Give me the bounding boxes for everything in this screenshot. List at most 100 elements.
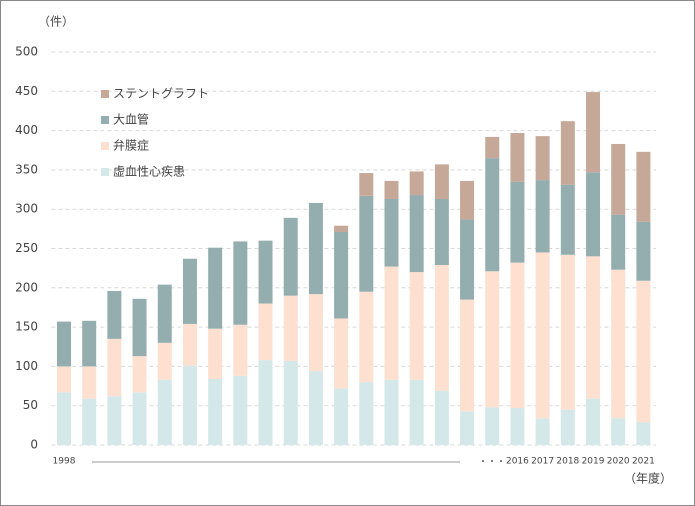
x-unit-label: （年度） (624, 471, 672, 486)
bar-segment (586, 172, 601, 257)
y-tick-label: 100 (15, 359, 38, 373)
bar-segment (56, 392, 71, 445)
bar-segment (560, 184, 575, 255)
bar-segment (510, 408, 525, 445)
bar-segment (535, 180, 550, 253)
bar-segment (611, 418, 626, 445)
y-tick-label: 200 (15, 280, 38, 294)
bar-segment (586, 256, 601, 399)
y-unit-label: （件） (38, 15, 74, 29)
bar-segment (82, 398, 97, 445)
bar-segment (56, 321, 71, 367)
bar-segment (560, 121, 575, 185)
y-tick-label: 150 (15, 320, 38, 334)
bar-segment (535, 136, 550, 181)
y-tick-label: 250 (15, 241, 38, 255)
bar-segment (359, 291, 374, 383)
bar-segment (460, 219, 475, 300)
y-tick-label: 400 (15, 123, 38, 137)
y-tick-label: 300 (15, 202, 38, 216)
bar-segment (334, 318, 349, 389)
bar-segment (359, 382, 374, 445)
bar-segment (107, 290, 122, 339)
y-tick-label: 450 (15, 84, 38, 98)
bar-segment (586, 92, 601, 173)
bar-segment (308, 202, 323, 295)
bar-segment (258, 360, 273, 445)
x-tick-label: 2016 (506, 457, 529, 467)
bar-segment (107, 396, 122, 445)
bar-segment (636, 151, 651, 222)
x-tick-label: 2020 (607, 457, 630, 467)
bar-segment (409, 171, 424, 196)
x-tick-label: 2018 (556, 457, 579, 467)
bar-segment (233, 241, 248, 325)
bar-segment (434, 164, 449, 199)
legend-swatch (101, 116, 109, 124)
x-tick-label: 2019 (582, 457, 605, 467)
legend-swatch (101, 142, 109, 150)
legend-label: 大血管 (113, 112, 149, 127)
y-tick-label: 500 (15, 45, 38, 59)
bar-segment (208, 378, 223, 445)
bar-segment (157, 342, 172, 380)
legend-label: ステントグラフト (113, 87, 209, 101)
bar-segment (485, 407, 500, 445)
bar-segment (233, 324, 248, 376)
bar-segment (308, 294, 323, 372)
bar-segment (132, 298, 147, 357)
bar-segment (334, 388, 349, 445)
bar-segment (485, 136, 500, 159)
bar-segment (611, 214, 626, 270)
bar-segment (132, 392, 147, 445)
bar-segment (384, 180, 399, 199)
bar-segment (233, 375, 248, 445)
bar-segment (384, 266, 399, 380)
bar-segment (384, 379, 399, 445)
bar-segment (636, 221, 651, 281)
bar-segment (283, 217, 298, 296)
bar-segment (258, 240, 273, 304)
bar-segment (586, 398, 601, 445)
bar-segment (334, 225, 349, 232)
bar-segment (510, 132, 525, 182)
legend-swatch (101, 168, 109, 176)
bar-segment (535, 418, 550, 445)
bar-segment (460, 411, 475, 445)
bar-segment (208, 247, 223, 329)
bar-segment (409, 195, 424, 273)
bar-segment (434, 390, 449, 445)
bar-segment (560, 254, 575, 410)
bar-segment (560, 409, 575, 445)
bar-segment (283, 295, 298, 361)
bar-segment (485, 271, 500, 408)
bar-segment (283, 360, 298, 445)
bar-segment (636, 422, 651, 445)
bar-segment (384, 198, 399, 267)
bar-segment (485, 158, 500, 272)
legend-label: 弁膜症 (113, 138, 149, 153)
bar-segment (132, 356, 147, 393)
bar-segment (460, 180, 475, 220)
bar-segment (82, 366, 97, 399)
x-tick-label: 1998 (53, 457, 76, 467)
bar-segment (409, 379, 424, 445)
bar-segment (82, 320, 97, 367)
y-tick-label: 50 (23, 398, 38, 412)
bar-segment (258, 303, 273, 361)
x-tick-label: 2021 (632, 457, 655, 467)
bar-segment (107, 338, 122, 397)
bar-segment (460, 299, 475, 412)
x-tick-label: 2017 (531, 457, 554, 467)
annotation: ・・・ (478, 458, 505, 468)
bar-segment (182, 258, 197, 324)
bar-segment (157, 284, 172, 343)
bar-segment (182, 365, 197, 445)
bar-segment (434, 198, 449, 266)
legend-swatch (101, 90, 109, 98)
bar-segment (56, 366, 71, 393)
bar-segment (510, 181, 525, 263)
bar-segment (434, 265, 449, 391)
bar-segment (535, 252, 550, 419)
